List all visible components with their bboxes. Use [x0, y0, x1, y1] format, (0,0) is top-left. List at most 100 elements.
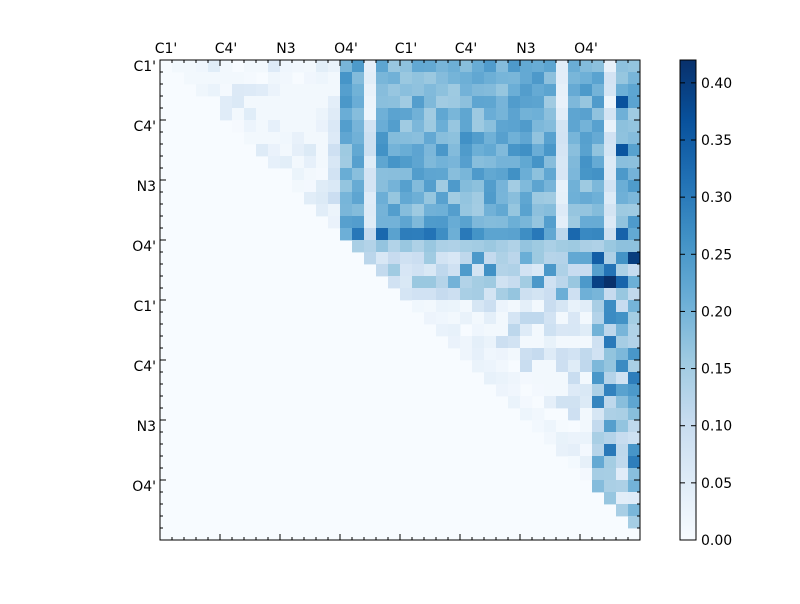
heatmap-cell	[268, 108, 281, 121]
heatmap-cell	[568, 408, 581, 421]
heatmap-cell	[340, 132, 353, 145]
heatmap-cell	[508, 384, 521, 397]
heatmap-cell	[484, 108, 497, 121]
heatmap-cell	[364, 60, 377, 73]
heatmap-cell	[280, 96, 293, 109]
heatmap-cell	[520, 372, 533, 385]
heatmap-cell	[424, 216, 437, 229]
heatmap-cell	[628, 444, 641, 457]
heatmap-cell	[400, 240, 413, 253]
heatmap-cell	[328, 144, 341, 157]
heatmap-cell	[424, 60, 437, 73]
heatmap-cell	[604, 396, 617, 409]
heatmap-cell	[604, 360, 617, 373]
heatmap-cell	[568, 180, 581, 193]
heatmap-cell	[424, 132, 437, 145]
heatmap-cell	[376, 108, 389, 121]
heatmap-cell	[364, 72, 377, 85]
heatmap-cell	[340, 216, 353, 229]
heatmap-cell	[364, 84, 377, 97]
heatmap-cell	[628, 348, 641, 361]
heatmap-cell	[208, 84, 221, 97]
heatmap-cell	[592, 396, 605, 409]
heatmap-cell	[472, 156, 485, 169]
heatmap-cell	[628, 252, 641, 265]
heatmap-cell	[340, 204, 353, 217]
heatmap-cell	[616, 324, 629, 337]
heatmap-cell	[544, 240, 557, 253]
heatmap-cell	[628, 288, 641, 301]
heatmap-cell	[484, 156, 497, 169]
heatmap-cell	[544, 216, 557, 229]
heatmap-cell	[484, 324, 497, 337]
heatmap-cell	[580, 276, 593, 289]
heatmap-cell	[184, 60, 197, 73]
heatmap-cell	[448, 168, 461, 181]
heatmap-cell	[412, 120, 425, 133]
colorbar-tick-label: 0.30	[701, 190, 732, 206]
heatmap-cell	[508, 168, 521, 181]
top-tick-labels: C1' C4' N3 O4' C1' C4' N3 O4'	[155, 41, 598, 57]
heatmap-cell	[532, 168, 545, 181]
heatmap-cell	[472, 312, 485, 325]
heatmap-cell	[628, 120, 641, 133]
heatmap-cell	[604, 216, 617, 229]
colorbar-tick-label: 0.40	[701, 76, 732, 92]
heatmap-cell	[520, 228, 533, 241]
heatmap-cell	[400, 252, 413, 265]
heatmap-cell	[616, 228, 629, 241]
heatmap-cell	[256, 120, 269, 133]
heatmap-cell	[580, 396, 593, 409]
heatmap-cell	[532, 204, 545, 217]
heatmap-cell	[472, 204, 485, 217]
heatmap-cell	[436, 288, 449, 301]
heatmap-cell	[484, 84, 497, 97]
heatmap-cell	[520, 108, 533, 121]
heatmap-cell	[592, 384, 605, 397]
heatmap-cell	[544, 72, 557, 85]
heatmap-cell	[508, 216, 521, 229]
heatmap-cell	[616, 384, 629, 397]
heatmap-cell	[304, 156, 317, 169]
heatmap-cell	[376, 240, 389, 253]
heatmap-cell	[292, 168, 305, 181]
heatmap-cell	[352, 84, 365, 97]
heatmap-cell	[496, 264, 509, 277]
heatmap-cell	[424, 192, 437, 205]
heatmap-cell	[388, 204, 401, 217]
heatmap-cell	[628, 360, 641, 373]
heatmap-cell	[280, 132, 293, 145]
heatmap-cell	[448, 108, 461, 121]
heatmap-cell	[232, 108, 245, 121]
heatmap-cell	[484, 120, 497, 133]
heatmap-cell	[520, 240, 533, 253]
heatmap-cell	[508, 144, 521, 157]
heatmap-cell	[616, 348, 629, 361]
heatmap-cell	[196, 72, 209, 85]
heatmap-cell	[556, 372, 569, 385]
heatmap-cell	[328, 216, 341, 229]
heatmap-cell	[472, 276, 485, 289]
heatmap-cell	[580, 252, 593, 265]
heatmap-cell	[436, 312, 449, 325]
heatmap-cell	[604, 144, 617, 157]
heatmap-cell	[580, 180, 593, 193]
heatmap-cell	[388, 192, 401, 205]
heatmap-cell	[448, 336, 461, 349]
heatmap-cell	[556, 276, 569, 289]
heatmap-cell	[364, 216, 377, 229]
heatmap-cell	[244, 60, 257, 73]
heatmap-cell	[568, 60, 581, 73]
heatmap-cell	[628, 372, 641, 385]
heatmap-cell	[628, 516, 641, 529]
heatmap-cell	[424, 240, 437, 253]
heatmap-cell	[352, 180, 365, 193]
heatmap-cell	[520, 72, 533, 85]
heatmap-cell	[604, 444, 617, 457]
heatmap-cell	[568, 132, 581, 145]
heatmap-cell	[580, 132, 593, 145]
heatmap-cell	[472, 336, 485, 349]
heatmap-cell	[364, 96, 377, 109]
heatmap-cell	[604, 72, 617, 85]
heatmap-cell	[628, 144, 641, 157]
